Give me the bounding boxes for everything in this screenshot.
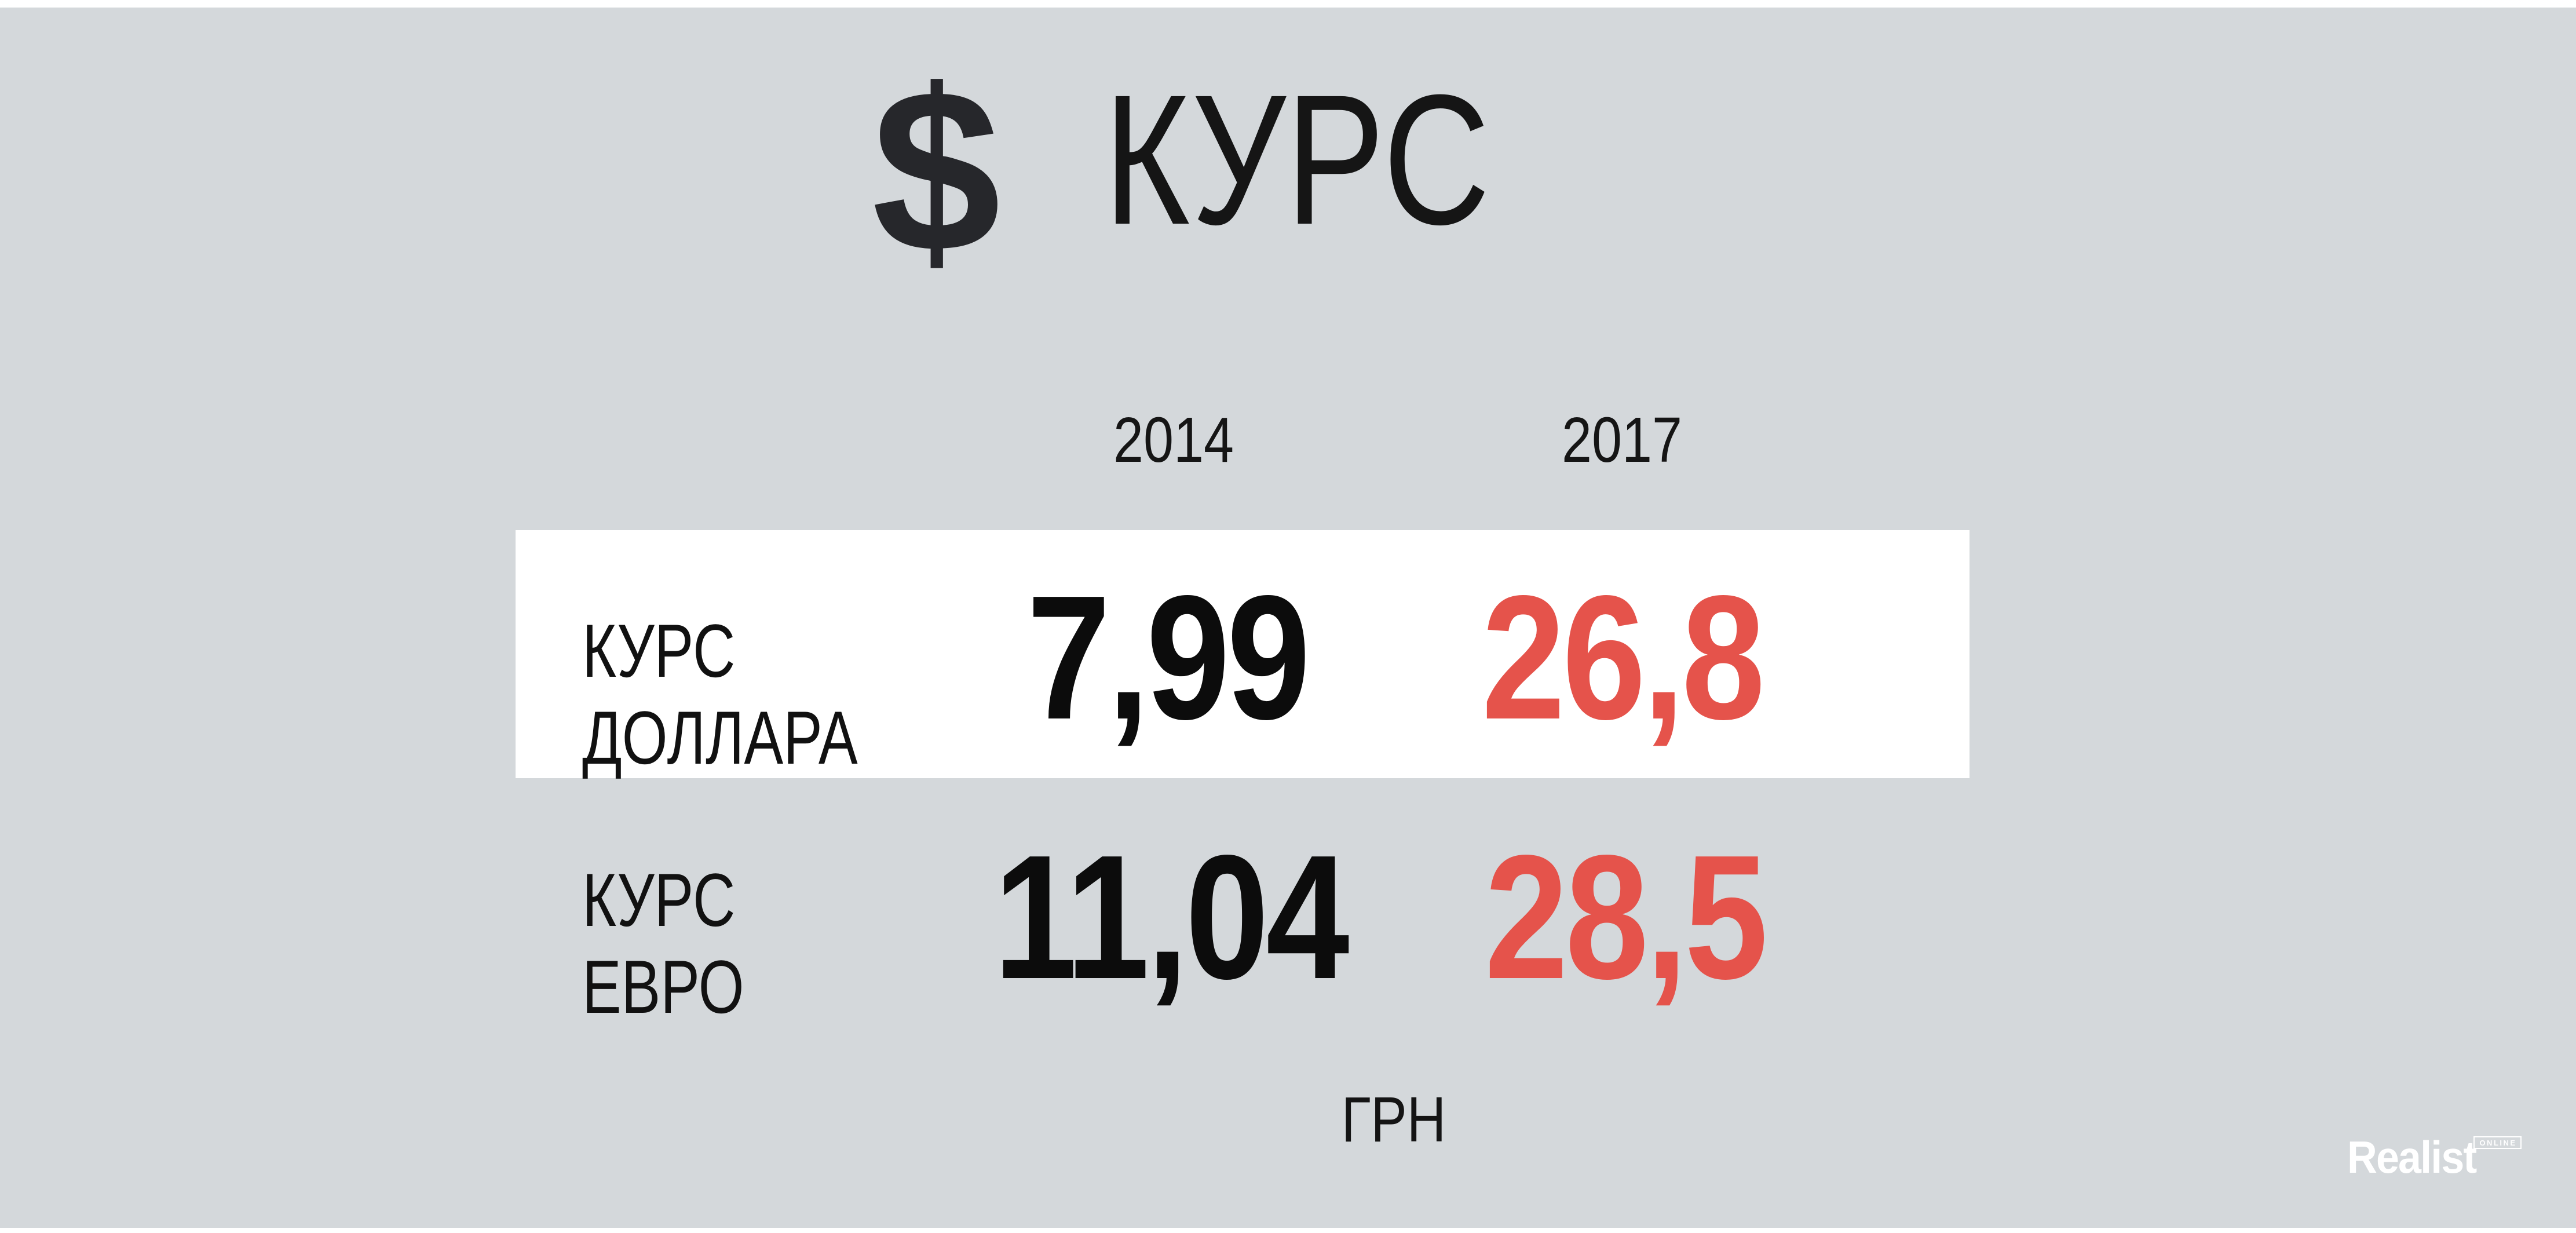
- dollar-icon: $: [872, 41, 1001, 300]
- dollar-row-highlight-card: [516, 530, 1970, 778]
- euro-rate-2017: 28,5: [1484, 818, 1768, 1016]
- euro-row-label-line2: ЕВРО: [582, 944, 744, 1029]
- dollar-rate-2017: 26,8: [1481, 559, 1765, 756]
- euro-rate-2014: 11,04: [993, 818, 1350, 1016]
- euro-row-label: КУРС ЕВРО: [582, 856, 744, 1030]
- dollar-row-label: КУРС ДОЛЛАРА: [582, 607, 858, 781]
- dollar-rate-2014: 7,99: [1026, 559, 1310, 756]
- euro-row-label-line1: КУРС: [582, 858, 736, 942]
- page-title: КУРС: [1104, 56, 1490, 263]
- brand-logo-text: Realist: [2347, 1132, 2477, 1183]
- bottom-white-strip: [0, 1228, 2576, 1233]
- dollar-row-label-line2: ДОЛЛАРА: [582, 695, 858, 780]
- brand-watermark: Realist ONLINE: [2347, 1132, 2522, 1183]
- top-white-strip: [0, 0, 2576, 8]
- currency-unit-label: ГРН: [1341, 1084, 1446, 1155]
- column-header-2017: 2017: [1561, 404, 1683, 476]
- brand-online-badge: ONLINE: [2473, 1136, 2522, 1149]
- dollar-row-label-line1: КУРС: [582, 608, 736, 693]
- column-header-2014: 2014: [1113, 404, 1234, 476]
